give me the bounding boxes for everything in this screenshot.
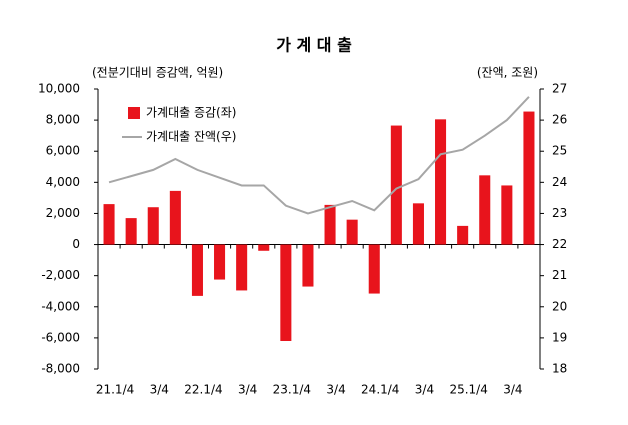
- y2-axis-label: (잔액, 조원): [477, 66, 538, 80]
- bar: [214, 244, 226, 280]
- y-tick-label: 2,000: [46, 206, 80, 220]
- y2-tick-label: 24: [552, 175, 567, 189]
- bar: [479, 175, 491, 245]
- x-tick-label: 3/4: [150, 383, 169, 397]
- y2-tick-label: 20: [552, 299, 567, 313]
- x-tick-label: 3/4: [415, 383, 434, 397]
- y-tick-label: -6,000: [41, 330, 80, 344]
- x-tick-label: 3/4: [326, 383, 345, 397]
- bar: [390, 125, 402, 245]
- x-tick-label: 3/4: [238, 383, 257, 397]
- bar: [457, 225, 469, 245]
- chart-title: 가 계 대 출: [276, 36, 352, 55]
- bar: [523, 111, 535, 245]
- y2-tick-label: 19: [552, 330, 567, 344]
- y2-tick-label: 18: [552, 362, 567, 376]
- legend-swatch: [128, 107, 140, 119]
- y2-tick-label: 22: [552, 237, 567, 251]
- y-tick-label: -2,000: [41, 268, 80, 282]
- y-tick-label: 8,000: [46, 113, 80, 127]
- y-tick-label: 10,000: [38, 82, 80, 96]
- bar: [346, 219, 358, 245]
- y2-tick-label: 27: [552, 82, 567, 96]
- x-tick-label: 25.1/4: [449, 383, 487, 397]
- bar: [191, 244, 203, 296]
- y2-tick-label: 21: [552, 268, 567, 282]
- x-tick-label: 22.1/4: [184, 383, 222, 397]
- y-tick-label: 6,000: [46, 144, 80, 158]
- x-tick-label: 3/4: [503, 383, 522, 397]
- bar: [258, 244, 270, 251]
- y2-tick-label: 25: [552, 144, 567, 158]
- bar: [324, 204, 336, 245]
- x-tick-label: 23.1/4: [273, 383, 311, 397]
- bar: [169, 190, 181, 245]
- y-tick-label: -8,000: [41, 362, 80, 376]
- bar: [435, 119, 447, 245]
- x-tick-label: 21.1/4: [96, 383, 134, 397]
- bar: [236, 244, 248, 291]
- legend-label: 가계대출 잔액(우): [146, 130, 236, 144]
- bar: [125, 218, 137, 245]
- y2-tick-label: 26: [552, 113, 567, 127]
- bar: [103, 204, 115, 245]
- y2-tick-label: 23: [552, 206, 567, 220]
- y-tick-label: 4,000: [46, 175, 80, 189]
- bar: [368, 244, 380, 294]
- y-axis-label: (전분기대비 증감액, 억원): [92, 66, 223, 80]
- y-tick-label: -4,000: [41, 299, 80, 313]
- line: [108, 96, 530, 215]
- bar: [501, 185, 513, 245]
- y-tick-label: 0: [72, 237, 80, 251]
- bar: [412, 203, 424, 245]
- x-tick-label: 24.1/4: [361, 383, 399, 397]
- bar: [302, 244, 314, 287]
- bar: [147, 207, 159, 245]
- bar: [280, 244, 292, 341]
- legend-label: 가계대출 증감(좌): [146, 106, 236, 120]
